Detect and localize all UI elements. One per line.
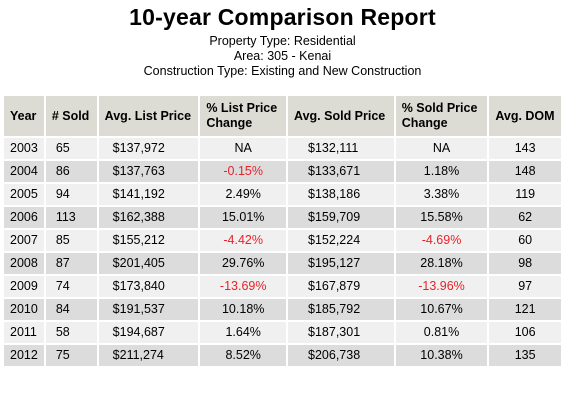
cell-pct-sold-change: 10.38% xyxy=(395,343,490,366)
table-row: 2005 94 $141,192 2.49% $138,186 3.38% 119 xyxy=(4,182,561,205)
table-header: Year # Sold Avg. List Price % List Price… xyxy=(4,96,561,136)
cell-avg-dom: 106 xyxy=(489,320,561,343)
table-row: 2006 113 $162,388 15.01% $159,709 15.58% 62 xyxy=(4,205,561,228)
cell-avg-list-price: $162,388 xyxy=(98,205,201,228)
cell-pct-list-change: 1.64% xyxy=(200,320,289,343)
cell-avg-dom: 148 xyxy=(489,159,561,182)
cell-num-sold: 113 xyxy=(45,205,99,228)
cell-avg-sold-price: $187,301 xyxy=(288,320,396,343)
cell-pct-sold-change: -4.69% xyxy=(395,228,490,251)
cell-avg-dom: 135 xyxy=(489,343,561,366)
table-row: 2008 87 $201,405 29.76% $195,127 28.18% 98 xyxy=(4,251,561,274)
comparison-table: Year # Sold Avg. List Price % List Price… xyxy=(4,96,561,366)
cell-pct-list-change: -13.69% xyxy=(200,274,289,297)
table-row: 2007 85 $155,212 -4.42% $152,224 -4.69% 60 xyxy=(4,228,561,251)
cell-pct-list-change: 2.49% xyxy=(200,182,289,205)
cell-num-sold: 65 xyxy=(45,136,99,159)
cell-pct-list-change: NA xyxy=(200,136,289,159)
cell-avg-dom: 97 xyxy=(489,274,561,297)
cell-avg-sold-price: $152,224 xyxy=(288,228,396,251)
cell-avg-list-price: $194,687 xyxy=(98,320,201,343)
cell-num-sold: 58 xyxy=(45,320,99,343)
cell-year: 2008 xyxy=(4,251,46,274)
cell-pct-list-change: 15.01% xyxy=(200,205,289,228)
cell-num-sold: 87 xyxy=(45,251,99,274)
header-pct-list-change: % List Price Change xyxy=(200,96,289,136)
comparison-table-wrap: Year # Sold Avg. List Price % List Price… xyxy=(4,96,561,366)
cell-avg-dom: 60 xyxy=(489,228,561,251)
cell-avg-list-price: $137,972 xyxy=(98,136,201,159)
table-row: 2010 84 $191,537 10.18% $185,792 10.67% 121 xyxy=(4,297,561,320)
cell-year: 2005 xyxy=(4,182,46,205)
cell-year: 2009 xyxy=(4,274,46,297)
cell-avg-list-price: $141,192 xyxy=(98,182,201,205)
cell-year: 2004 xyxy=(4,159,46,182)
cell-avg-sold-price: $167,879 xyxy=(288,274,396,297)
cell-num-sold: 75 xyxy=(45,343,99,366)
report-title: 10-year Comparison Report xyxy=(129,4,436,30)
cell-avg-sold-price: $138,186 xyxy=(288,182,396,205)
cell-year: 2012 xyxy=(4,343,46,366)
header-avg-dom: Avg. DOM xyxy=(489,96,561,136)
table-row: 2011 58 $194,687 1.64% $187,301 0.81% 106 xyxy=(4,320,561,343)
cell-avg-dom: 119 xyxy=(489,182,561,205)
cell-pct-sold-change: NA xyxy=(395,136,490,159)
cell-pct-list-change: -4.42% xyxy=(200,228,289,251)
cell-num-sold: 84 xyxy=(45,297,99,320)
cell-year: 2003 xyxy=(4,136,46,159)
property-type: Property Type: Residential xyxy=(209,34,356,48)
table-row: 2004 86 $137,763 -0.15% $133,671 1.18% 148 xyxy=(4,159,561,182)
header-pct-sold-change: % Sold Price Change xyxy=(395,96,490,136)
cell-year: 2006 xyxy=(4,205,46,228)
cell-avg-sold-price: $206,738 xyxy=(288,343,396,366)
cell-pct-sold-change: 28.18% xyxy=(395,251,490,274)
table-body: 2003 65 $137,972 NA $132,111 NA 143 2004 86 $137,… xyxy=(4,136,561,366)
cell-avg-dom: 121 xyxy=(489,297,561,320)
cell-pct-sold-change: -13.96% xyxy=(395,274,490,297)
cell-num-sold: 86 xyxy=(45,159,99,182)
cell-avg-list-price: $155,212 xyxy=(98,228,201,251)
cell-pct-sold-change: 1.18% xyxy=(395,159,490,182)
cell-pct-sold-change: 3.38% xyxy=(395,182,490,205)
cell-pct-list-change: -0.15% xyxy=(200,159,289,182)
cell-pct-list-change: 8.52% xyxy=(200,343,289,366)
cell-pct-sold-change: 15.58% xyxy=(395,205,490,228)
cell-pct-list-change: 29.76% xyxy=(200,251,289,274)
cell-num-sold: 74 xyxy=(45,274,99,297)
cell-avg-list-price: $137,763 xyxy=(98,159,201,182)
header-avg-sold-price: Avg. Sold Price xyxy=(288,96,396,136)
area: Area: 305 - Kenai xyxy=(233,49,332,63)
cell-pct-sold-change: 10.67% xyxy=(395,297,490,320)
cell-avg-dom: 98 xyxy=(489,251,561,274)
cell-avg-sold-price: $195,127 xyxy=(288,251,396,274)
header-avg-list-price: Avg. List Price xyxy=(98,96,201,136)
cell-num-sold: 94 xyxy=(45,182,99,205)
cell-avg-sold-price: $185,792 xyxy=(288,297,396,320)
cell-pct-sold-change: 0.81% xyxy=(395,320,490,343)
header-num-sold: # Sold xyxy=(45,96,99,136)
cell-year: 2010 xyxy=(4,297,46,320)
cell-avg-dom: 143 xyxy=(489,136,561,159)
cell-avg-dom: 62 xyxy=(489,205,561,228)
header-year: Year xyxy=(4,96,46,136)
cell-pct-list-change: 10.18% xyxy=(200,297,289,320)
table-row: 2012 75 $211,274 8.52% $206,738 10.38% 135 xyxy=(4,343,561,366)
header-row: Year # Sold Avg. List Price % List Price… xyxy=(4,96,561,136)
cell-avg-sold-price: $159,709 xyxy=(288,205,396,228)
report-meta: Property Type: Residential Area: 305 - K… xyxy=(0,34,565,79)
table-row: 2003 65 $137,972 NA $132,111 NA 143 xyxy=(4,136,561,159)
cell-num-sold: 85 xyxy=(45,228,99,251)
cell-year: 2007 xyxy=(4,228,46,251)
table-row: 2009 74 $173,840 -13.69% $167,879 -13.96% 97 xyxy=(4,274,561,297)
cell-year: 2011 xyxy=(4,320,46,343)
cell-avg-list-price: $201,405 xyxy=(98,251,201,274)
cell-avg-list-price: $173,840 xyxy=(98,274,201,297)
cell-avg-sold-price: $132,111 xyxy=(288,136,396,159)
construction-type: Construction Type: Existing and New Cons… xyxy=(143,64,422,78)
cell-avg-list-price: $211,274 xyxy=(98,343,201,366)
cell-avg-list-price: $191,537 xyxy=(98,297,201,320)
cell-avg-sold-price: $133,671 xyxy=(288,159,396,182)
